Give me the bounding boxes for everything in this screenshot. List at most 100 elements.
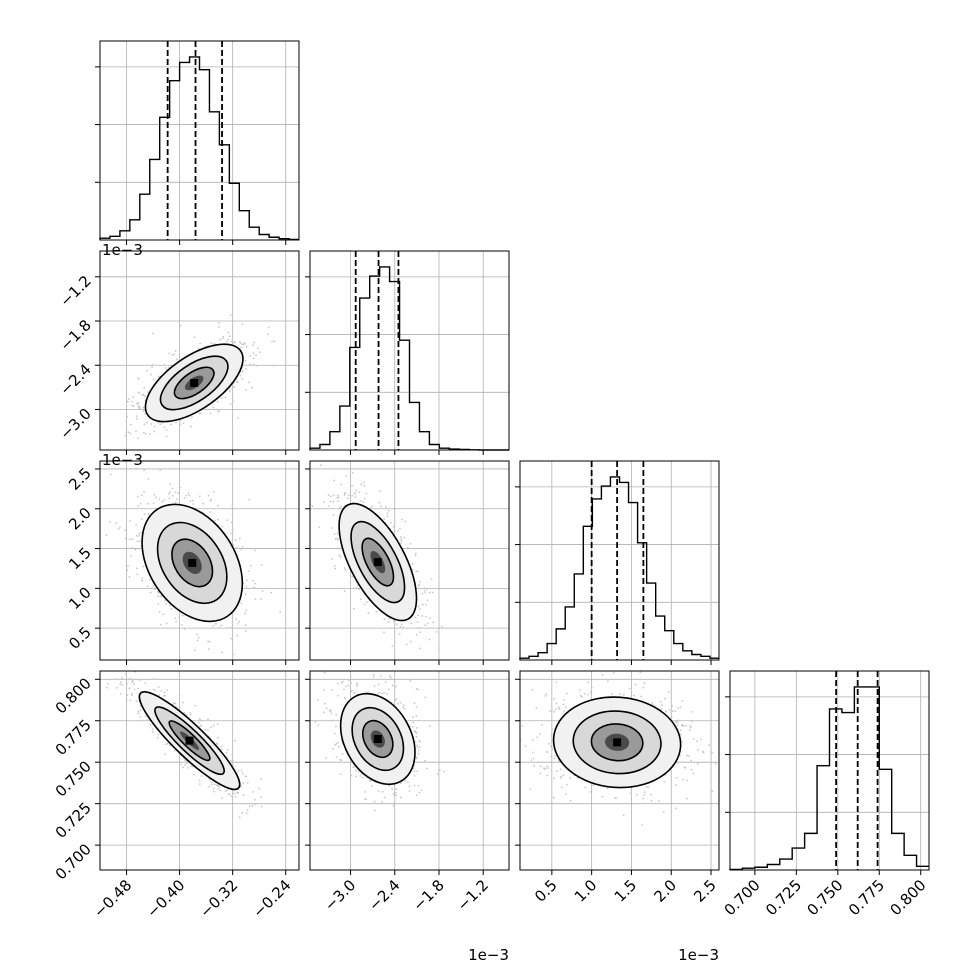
scatter-point <box>126 683 128 686</box>
scatter-point <box>380 505 382 508</box>
scatter-point <box>213 408 215 411</box>
scatter-point <box>244 359 247 362</box>
scatter-point <box>232 528 234 531</box>
scatter-point <box>159 595 162 598</box>
scatter-point <box>217 736 219 739</box>
scatter-point <box>413 774 416 777</box>
scatter-point <box>124 434 127 437</box>
scatter-point <box>174 350 177 352</box>
scatter-point <box>230 626 233 629</box>
scatter-point <box>370 784 373 787</box>
scatter-point <box>181 623 183 626</box>
scatter-point <box>124 672 127 675</box>
scatter-point <box>135 430 137 433</box>
scatter-point <box>235 546 238 549</box>
scatter-point <box>139 407 141 409</box>
scatter-point <box>124 537 127 540</box>
scatter-point <box>373 800 376 803</box>
scatter-point <box>352 607 355 610</box>
scatter-point <box>169 491 171 493</box>
scatter-point <box>416 570 419 573</box>
scatter-point <box>193 773 196 776</box>
scatter-point <box>392 792 395 795</box>
scatter-point <box>415 706 418 709</box>
scatter-point <box>350 675 352 678</box>
scatter-point <box>240 548 243 551</box>
scatter-point <box>317 698 319 701</box>
scatter-point <box>143 513 146 516</box>
scatter-point <box>407 781 409 784</box>
scatter-point <box>676 724 679 727</box>
scatter-point <box>192 503 195 506</box>
scatter-point <box>189 500 192 502</box>
scatter-point <box>389 627 392 629</box>
scatter-point <box>339 556 342 558</box>
scatter-point <box>165 743 167 746</box>
scatter-point <box>227 793 230 796</box>
scatter-point <box>191 416 193 418</box>
scatter-point <box>121 683 124 686</box>
scatter-point <box>174 501 177 504</box>
scatter-point <box>226 749 229 751</box>
scatter-point <box>357 770 360 773</box>
scatter-point <box>365 601 368 604</box>
scatter-point <box>128 687 131 690</box>
scatter-point <box>137 437 140 439</box>
scatter-point <box>563 699 565 701</box>
scatter-point <box>187 492 190 495</box>
scatter-point <box>244 342 246 344</box>
scatter-point <box>179 419 182 422</box>
scatter-point <box>362 501 364 503</box>
scatter-point <box>351 485 353 487</box>
scatter-point <box>355 489 358 492</box>
scatter-point <box>267 333 270 336</box>
scatter-point <box>415 757 418 760</box>
scatter-point <box>419 580 422 583</box>
scatter-point <box>153 677 156 680</box>
scatter-point <box>662 811 665 814</box>
scatter-point <box>133 683 136 685</box>
scatter-point <box>234 538 237 541</box>
scatter-point <box>222 335 225 338</box>
scatter-point <box>355 684 358 687</box>
scatter-point <box>417 752 420 755</box>
scatter-point <box>230 759 232 762</box>
scatter-point <box>399 796 402 799</box>
pair-panel-1-0 <box>99 250 300 451</box>
scatter-point <box>334 732 336 735</box>
scatter-point <box>195 633 198 636</box>
scatter-point <box>331 719 333 722</box>
scatter-point <box>676 721 679 724</box>
scatter-point <box>131 538 134 541</box>
scatter-point <box>154 588 156 591</box>
density-peak <box>185 736 194 745</box>
scatter-point <box>215 622 217 625</box>
scatter-point <box>325 757 328 759</box>
scatter-point <box>325 707 328 710</box>
scatter-point <box>415 570 418 573</box>
scatter-point <box>127 678 130 681</box>
scatter-point <box>258 787 261 790</box>
scatter-point <box>423 587 426 589</box>
scatter-point <box>341 753 344 755</box>
scatter-point <box>158 610 161 613</box>
scatter-point <box>174 702 177 705</box>
scatter-point <box>182 422 185 425</box>
scatter-point <box>171 487 174 490</box>
scatter-point <box>333 565 336 568</box>
scatter-point <box>215 784 218 787</box>
scatter-point <box>207 640 209 643</box>
scatter-point <box>225 751 228 754</box>
scatter-point <box>245 345 248 348</box>
scatter-point <box>173 749 176 752</box>
scatter-point <box>126 694 129 696</box>
scatter-point <box>244 624 247 627</box>
scatter-point <box>131 546 134 549</box>
scatter-point <box>210 342 213 344</box>
scatter-point <box>241 812 244 814</box>
scatter-point <box>313 458 315 460</box>
scatter-point <box>137 404 140 407</box>
scatter-point <box>336 494 339 497</box>
scatter-point <box>579 689 581 692</box>
scatter-point <box>386 512 389 515</box>
